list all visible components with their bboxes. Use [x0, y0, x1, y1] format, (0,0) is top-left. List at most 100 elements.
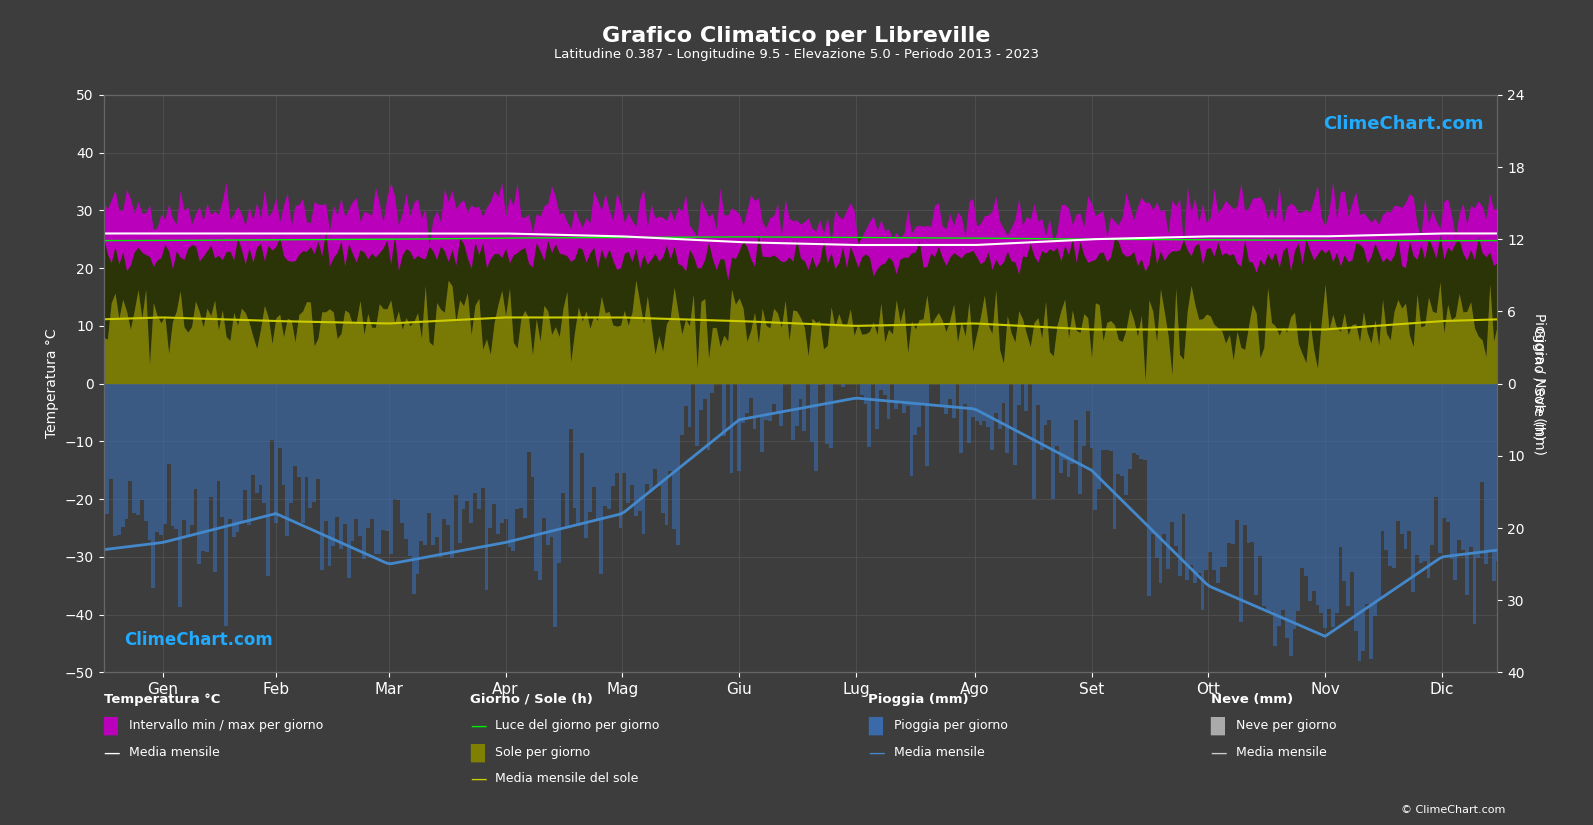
Bar: [354, 384, 358, 519]
Text: —: —: [470, 717, 486, 735]
Bar: [419, 384, 424, 541]
Bar: [1368, 384, 1373, 659]
Bar: [841, 384, 844, 388]
Bar: [596, 384, 599, 521]
Bar: [951, 384, 956, 417]
Bar: [1013, 384, 1016, 464]
Bar: [233, 384, 236, 537]
Bar: [400, 384, 405, 523]
Bar: [446, 384, 451, 525]
Bar: [1316, 384, 1319, 605]
Bar: [1174, 384, 1177, 546]
Bar: [209, 384, 213, 497]
Bar: [1101, 384, 1106, 450]
Bar: [983, 384, 986, 421]
Bar: [1098, 384, 1101, 489]
Bar: [454, 384, 457, 494]
Bar: [1131, 384, 1136, 453]
Bar: [1281, 384, 1286, 610]
Bar: [699, 384, 703, 410]
Bar: [331, 384, 335, 545]
Bar: [167, 384, 170, 464]
Bar: [703, 384, 707, 399]
Bar: [405, 384, 408, 539]
Bar: [1266, 384, 1270, 612]
Bar: [1376, 384, 1381, 600]
Bar: [530, 384, 534, 478]
Bar: [558, 384, 561, 563]
Text: Intervallo min / max per giorno: Intervallo min / max per giorno: [129, 719, 323, 733]
Bar: [228, 384, 233, 519]
Bar: [263, 384, 266, 503]
Bar: [591, 384, 596, 487]
Bar: [1043, 384, 1048, 425]
Text: Media mensile del sole: Media mensile del sole: [495, 772, 639, 785]
Bar: [244, 384, 247, 490]
Text: █: █: [868, 717, 883, 735]
Bar: [239, 384, 244, 521]
Bar: [1335, 384, 1338, 613]
Bar: [293, 384, 296, 465]
Bar: [776, 384, 779, 414]
Bar: [519, 384, 523, 508]
Bar: [599, 384, 604, 574]
Bar: [898, 384, 902, 402]
Bar: [1446, 384, 1450, 522]
Text: █: █: [1211, 717, 1225, 735]
Bar: [765, 384, 768, 420]
Bar: [124, 384, 129, 519]
Bar: [566, 384, 569, 527]
Bar: [397, 384, 400, 500]
Bar: [1442, 384, 1446, 518]
Bar: [1082, 384, 1086, 446]
Bar: [182, 384, 186, 521]
Bar: [970, 384, 975, 417]
Bar: [378, 384, 381, 554]
Bar: [220, 384, 225, 517]
Text: Temperatura °C: Temperatura °C: [104, 693, 220, 706]
Bar: [1220, 384, 1223, 567]
Bar: [392, 384, 397, 499]
Bar: [1093, 384, 1098, 511]
Text: Pioggia (mm): Pioggia (mm): [868, 693, 969, 706]
Bar: [618, 384, 623, 527]
Bar: [860, 384, 863, 395]
Bar: [926, 384, 929, 466]
Bar: [1305, 384, 1308, 577]
Y-axis label: Pioggia / Neve (mm): Pioggia / Neve (mm): [1531, 313, 1545, 455]
Bar: [335, 384, 339, 517]
Bar: [1343, 384, 1346, 581]
Bar: [301, 384, 304, 523]
Bar: [381, 384, 386, 530]
Bar: [572, 384, 577, 508]
Bar: [1035, 384, 1040, 405]
Bar: [320, 384, 323, 570]
Bar: [342, 384, 347, 524]
Bar: [252, 384, 255, 475]
Bar: [964, 384, 967, 403]
Bar: [1346, 384, 1349, 606]
Bar: [883, 384, 887, 395]
Bar: [1297, 384, 1300, 611]
Bar: [710, 384, 714, 394]
Text: © ClimeChart.com: © ClimeChart.com: [1400, 804, 1505, 814]
Bar: [328, 384, 331, 567]
Bar: [1427, 384, 1431, 578]
Bar: [1005, 384, 1010, 453]
Bar: [975, 384, 978, 422]
Bar: [170, 384, 174, 526]
Bar: [373, 384, 378, 554]
Bar: [672, 384, 675, 529]
Bar: [612, 384, 615, 486]
Bar: [1434, 384, 1438, 497]
Bar: [247, 384, 252, 526]
Bar: [680, 384, 683, 436]
Bar: [1166, 384, 1169, 569]
Bar: [1273, 384, 1278, 646]
Bar: [661, 384, 664, 513]
Bar: [492, 384, 495, 504]
Bar: [277, 384, 282, 448]
Bar: [1120, 384, 1125, 475]
Bar: [1212, 384, 1215, 569]
Bar: [580, 384, 585, 453]
